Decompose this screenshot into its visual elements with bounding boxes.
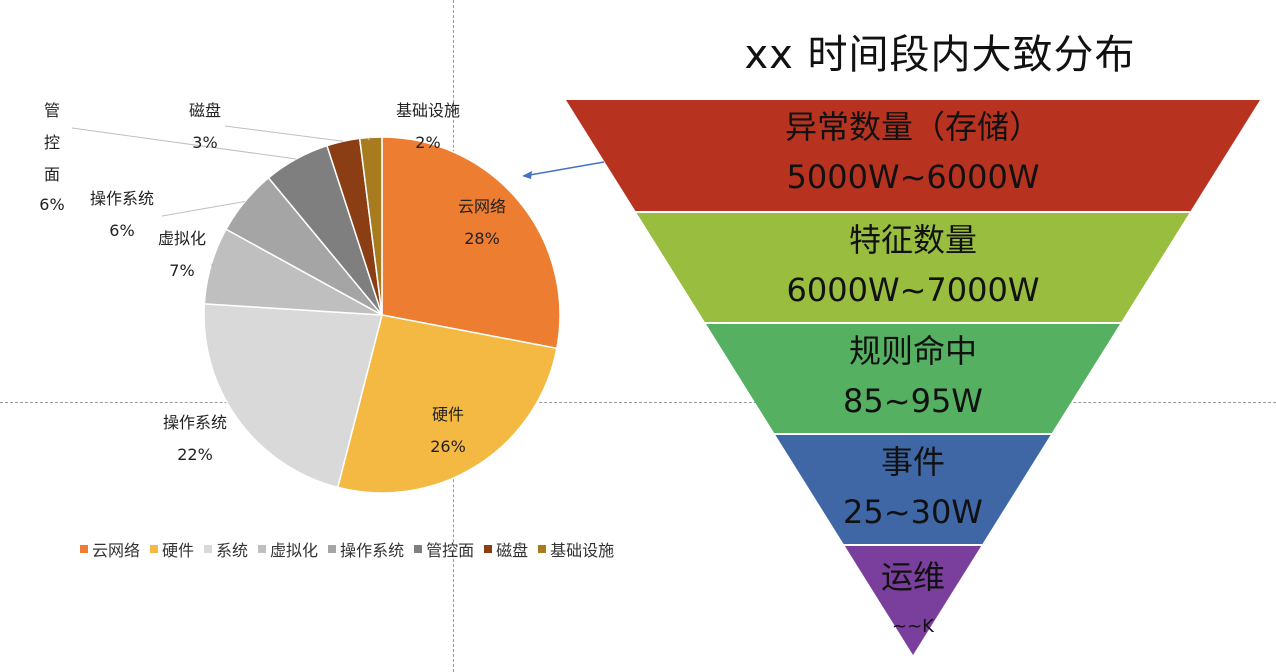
- slice-pct-2: 22%: [177, 445, 213, 464]
- funnel-stage-0: [566, 100, 1260, 211]
- legend-swatch-4: [328, 545, 337, 553]
- funnel-value-0: 5000W~6000W: [787, 158, 1040, 196]
- funnel-value-4: ~~K: [892, 616, 935, 637]
- pie-slice-1: [336, 314, 558, 494]
- slice-pct-4: 6%: [109, 221, 134, 240]
- legend-label-6: 磁盘: [496, 541, 529, 560]
- pie-slice-2: [203, 303, 383, 489]
- legend-item-4: 操作系统: [328, 537, 404, 561]
- slice-label-1: 硬件: [432, 405, 464, 424]
- legend-label-4: 操作系统: [340, 541, 405, 560]
- legend-swatch-3: [258, 545, 267, 553]
- funnel-chart: 异常数量（存储） 5000W~6000W 特征数量 6000W~7000W 规则命中 85…: [566, 100, 1260, 655]
- slice-pct-6: 3%: [192, 133, 217, 152]
- leader-line-7: [367, 136, 372, 141]
- funnel-value-2: 85~95W: [843, 382, 983, 420]
- connector-arrow: [523, 161, 605, 177]
- slice-label-7: 基础设施: [396, 101, 460, 120]
- slice-pct-5: 6%: [39, 195, 64, 214]
- pie-slice-0: [381, 136, 561, 350]
- funnel-value-3: 25~30W: [843, 493, 983, 531]
- legend-label-1: 硬件: [162, 541, 195, 560]
- legend-swatch-6: [484, 545, 493, 553]
- funnel-label-3: 事件: [881, 443, 945, 481]
- slice-pct-1: 26%: [430, 437, 466, 456]
- legend-item-3: 虚拟化: [258, 537, 318, 561]
- legend-item-1: 硬件: [150, 537, 194, 561]
- legend-label-5: 管控面: [426, 541, 475, 560]
- slice-pct-7: 2%: [415, 133, 440, 152]
- legend-label-7: 基础设施: [550, 541, 615, 560]
- slice-label-2: 操作系统: [163, 413, 227, 432]
- funnel-label-2: 规则命中: [849, 332, 977, 370]
- funnel-stage-1: [636, 213, 1190, 322]
- leader-line-5: [71, 127, 297, 160]
- legend-label-0: 云网络: [92, 541, 141, 560]
- leader-line-3: [210, 255, 223, 266]
- pie-chart: 云网络 28% 硬件 26% 操作系统 22% 虚拟化 7% 操作系统 6% 管控面 6% 磁盘 3% 基础…: [39, 101, 561, 494]
- arrow-head: [522, 171, 532, 179]
- funnel-label-4: 运维: [881, 558, 945, 596]
- slice-label-4: 操作系统: [90, 189, 154, 208]
- legend-swatch-7: [538, 545, 547, 553]
- leader-line-4: [161, 201, 245, 217]
- funnel-label-0: 异常数量（存储）: [785, 108, 1041, 146]
- legend-item-7: 基础设施: [538, 537, 614, 561]
- slice-label-6: 磁盘: [189, 101, 221, 120]
- leader-line-6: [224, 125, 344, 142]
- pie-legend: 云网络 硬件 系统 虚拟化 操作系统 管控面 磁盘 基础设施: [80, 537, 614, 561]
- legend-item-5: 管控面: [414, 537, 474, 561]
- slice-label-3: 虚拟化: [158, 229, 206, 248]
- funnel-label-1: 特征数量: [849, 221, 977, 259]
- slice-label-5-0: 管: [44, 101, 60, 120]
- horizontal-guide-line: [0, 402, 1276, 403]
- legend-swatch-2: [204, 545, 213, 553]
- legend-swatch-0: [80, 545, 88, 553]
- legend-swatch-1: [150, 545, 159, 553]
- slice-label-5-2: 面: [44, 165, 60, 184]
- legend-label-3: 虚拟化: [270, 541, 319, 560]
- legend-label-2: 系统: [216, 541, 249, 560]
- chart-title: xx 时间段内大致分布: [744, 32, 1136, 78]
- legend-item-0: 云网络: [80, 537, 140, 561]
- slice-label-0: 云网络: [458, 197, 506, 216]
- funnel-stage-3: [775, 435, 1051, 544]
- slice-pct-3: 7%: [169, 261, 194, 280]
- legend-item-6: 磁盘: [484, 537, 528, 561]
- slice-label-5-1: 控: [44, 133, 60, 152]
- funnel-value-1: 6000W~7000W: [787, 271, 1040, 309]
- legend-swatch-5: [414, 545, 423, 553]
- legend-item-2: 系统: [204, 537, 248, 561]
- funnel-stage-2: [706, 324, 1120, 433]
- slice-pct-0: 28%: [464, 229, 500, 248]
- funnel-stage-4: [844, 546, 982, 655]
